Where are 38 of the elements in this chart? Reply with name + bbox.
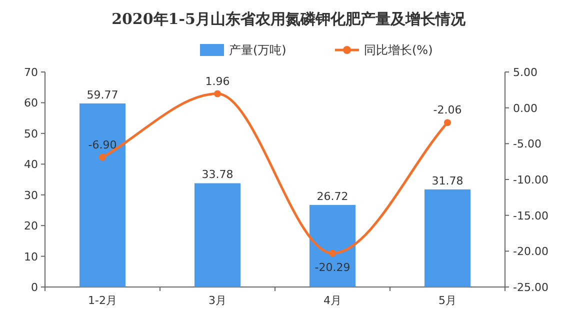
legend-label: 同比增长(%) <box>364 43 433 57</box>
data-label: -6.90 <box>88 138 117 152</box>
y2-tick-label: -25.00 <box>513 281 548 294</box>
legend-label: 产量(万吨) <box>229 43 286 57</box>
x-tick-label: 1-2月 <box>88 294 117 307</box>
y2-tick-label: -15.00 <box>513 209 548 222</box>
x-tick-label: 4月 <box>324 294 342 307</box>
y2-tick-label: -5.00 <box>513 138 542 151</box>
data-label: -2.06 <box>433 104 462 117</box>
chart-title: 2020年1-5月山东省农用氮磷钾化肥产量及增长情况 <box>112 10 466 28</box>
y2-tick-label: -10.00 <box>513 174 548 186</box>
bar <box>194 183 240 287</box>
y2-tick-label: 5.00 <box>513 66 538 79</box>
y2-tick-label: -20.00 <box>513 245 548 258</box>
y-tick-label: 0 <box>31 281 38 294</box>
y-tick-label: 10 <box>24 250 38 264</box>
point <box>444 119 451 126</box>
y-tick-label: 30 <box>24 188 38 202</box>
data-label: 59.77 <box>86 88 118 102</box>
data-label: -20.29 <box>314 261 350 274</box>
x-tick-label: 3月 <box>208 294 226 307</box>
data-label: 33.78 <box>202 168 234 182</box>
data-label: 31.78 <box>432 174 464 188</box>
bar <box>310 204 356 287</box>
data-label: 26.72 <box>316 190 348 203</box>
point <box>329 250 336 257</box>
y2-tick-label: 0.00 <box>513 102 538 115</box>
y-tick-label: 50 <box>24 127 38 140</box>
point <box>214 90 221 98</box>
x-tick-label: 5月 <box>438 294 456 307</box>
y-tick-label: 70 <box>24 66 38 79</box>
y-tick-label: 20 <box>24 220 38 233</box>
bar <box>424 189 470 287</box>
y-tick-label: 60 <box>24 96 38 110</box>
data-label: 1.96 <box>205 74 230 88</box>
y-tick-label: 40 <box>24 158 38 172</box>
bar <box>80 103 126 287</box>
point <box>99 154 106 161</box>
